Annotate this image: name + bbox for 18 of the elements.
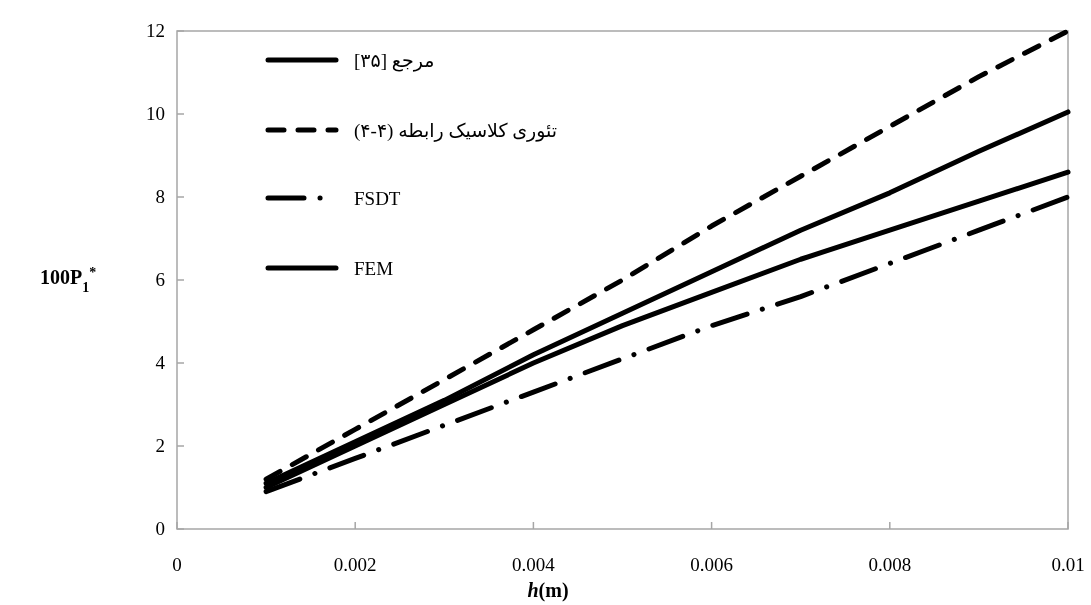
y-tick-label: 12 [146, 20, 165, 41]
y-tick-label: 2 [155, 435, 165, 456]
legend-label: FSDT [354, 188, 401, 209]
y-tick-label: 0 [155, 518, 165, 539]
x-axis-title: h(m) [527, 579, 569, 602]
x-tick-label: 0.006 [690, 554, 733, 575]
y-tick-label: 10 [146, 103, 165, 124]
y-tick-label: 4 [155, 352, 166, 373]
legend-label: تئوری کلاسیک رابطه (۴-۴) [354, 120, 558, 142]
legend-label: FEM [354, 258, 394, 279]
x-tick-label: 0 [172, 554, 182, 575]
x-tick-label: 0.008 [868, 554, 912, 575]
x-tick-label: 0.01 [1051, 554, 1085, 575]
y-tick-label: 6 [155, 269, 165, 290]
y-tick-label: 8 [155, 186, 165, 207]
x-tick-label: 0.002 [333, 554, 377, 575]
x-tick-label: 0.004 [512, 554, 556, 575]
legend-label: مرجع [۳۵] [354, 50, 435, 72]
